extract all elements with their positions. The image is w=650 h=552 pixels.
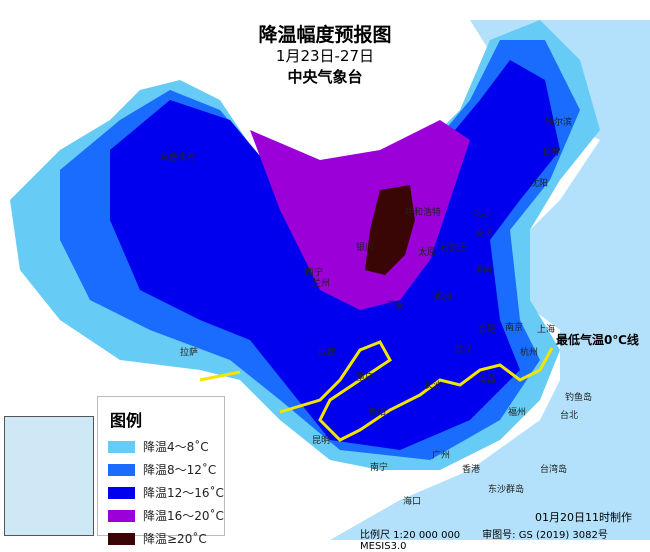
city-label: 南京: [505, 323, 524, 333]
city-label: 台北: [560, 411, 579, 421]
legend-label: 降温≥20˚C: [143, 532, 207, 546]
legend: 图例 降温4～8˚C 降温8～12˚C 降温12～16˚C 降温16～20˚C …: [97, 396, 225, 546]
city-label: 香港: [462, 465, 481, 475]
legend-swatch: [108, 486, 135, 499]
city-label: 太原: [418, 248, 437, 258]
legend-item: 降温12～16˚C: [108, 481, 224, 504]
city-label: 呼和浩特: [405, 208, 442, 218]
city-label: 海口: [403, 497, 422, 507]
city-label: 哈尔滨: [545, 118, 573, 128]
city-label: 长春: [542, 148, 561, 158]
legend-label: 降温12～16˚C: [143, 486, 224, 500]
city-label: 东沙群岛: [488, 485, 525, 495]
legend-swatch: [108, 440, 135, 453]
agency: 中央气象台: [287, 68, 363, 86]
city-label: 成都: [318, 348, 337, 358]
city-label: 杭州: [520, 348, 539, 358]
legend-item: 降温4～8˚C: [108, 435, 224, 458]
map-title: 降温幅度预报图: [258, 24, 392, 46]
city-label: 武汉: [454, 345, 473, 355]
sea: [330, 20, 650, 540]
legend-label: 降温8～12˚C: [143, 463, 217, 477]
city-label: 上海: [537, 325, 556, 335]
made-time: 01月20日11时制作: [535, 511, 632, 524]
weather-map: 降温幅度预报图 1月23日-27日 中央气象台 北京 哈尔滨 长春 沈阳 天津 …: [4, 12, 650, 552]
region-16-20: [250, 120, 470, 310]
frost-line-label: 最低气温0℃线: [556, 333, 639, 347]
city-label: 西宁: [305, 268, 324, 278]
date-range: 1月23日-27日: [275, 47, 375, 65]
city-label: 贵阳: [368, 408, 387, 418]
city-label: 合肥: [478, 325, 497, 335]
legend-swatch: [108, 532, 135, 545]
city-label: 福州: [508, 408, 527, 418]
city-label: 台湾岛: [540, 465, 568, 475]
legend-label: 降温16～20˚C: [143, 509, 224, 523]
legend-title: 图例: [110, 411, 143, 430]
city-label: 西安: [386, 301, 405, 311]
region-20-plus: [365, 185, 415, 275]
legend-swatch: [108, 509, 135, 522]
city-label: 长沙: [424, 381, 443, 391]
south-china-sea-inset: [4, 416, 94, 536]
city-label: 银川: [356, 243, 375, 253]
city-label: 广州: [432, 451, 451, 461]
city-label: 拉萨: [180, 348, 199, 358]
legend-label: 降温4～8˚C: [143, 440, 209, 454]
scale: 比例尺 1:20 000 000: [360, 530, 461, 541]
city-label: 石家庄: [440, 243, 468, 253]
city-label: 天津: [475, 229, 494, 239]
city-label: 重庆: [356, 373, 375, 383]
city-label: 郑州: [434, 293, 453, 303]
footer: 比例尺 1:20 000 000 审图号: GS (2019) 3082号 MES…: [360, 526, 650, 552]
city-label: 北京: [474, 209, 493, 219]
city-label: 南昌: [478, 375, 497, 385]
city-label: 兰州: [312, 279, 331, 289]
city-label: 沈阳: [530, 179, 549, 189]
legend-item: 降温8～12˚C: [108, 458, 224, 481]
legend-item: 降温16～20˚C: [108, 504, 224, 527]
legend-item: 降温≥20˚C: [108, 527, 224, 550]
city-label: 济南: [474, 265, 493, 275]
frost-line: [199, 340, 554, 442]
legend-swatch: [108, 463, 135, 476]
city-label: 南宁: [370, 463, 389, 473]
map-canvas: [10, 20, 650, 540]
city-label: 昆明: [312, 436, 331, 446]
city-label: 乌鲁木齐: [160, 153, 197, 163]
city-label: 钓鱼岛: [565, 393, 593, 403]
